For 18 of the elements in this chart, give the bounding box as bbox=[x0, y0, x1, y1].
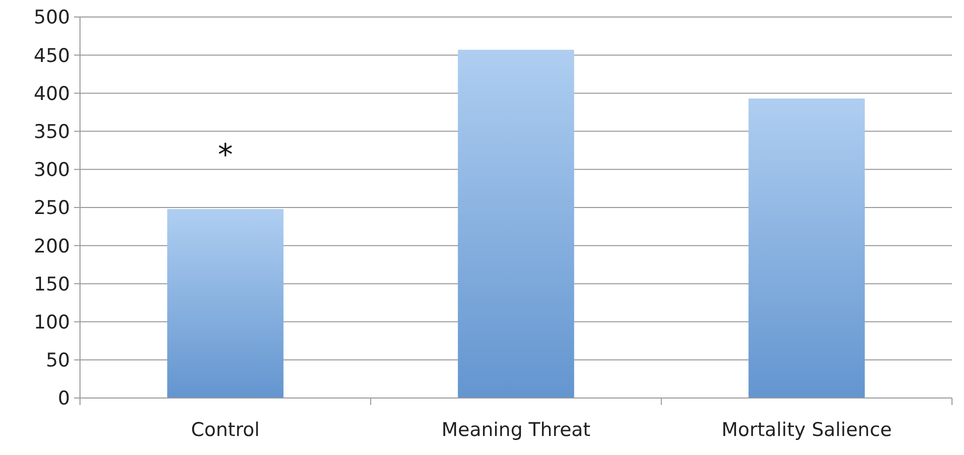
y-tick-label: 250 bbox=[34, 197, 70, 220]
y-tick-label: 500 bbox=[34, 6, 70, 29]
y-tick-label: 450 bbox=[34, 44, 70, 67]
annotation: * bbox=[218, 138, 233, 174]
y-tick-label: 350 bbox=[34, 120, 70, 143]
y-tick-label: 150 bbox=[34, 273, 70, 296]
y-tick-label: 400 bbox=[34, 82, 70, 105]
y-tick-label: 0 bbox=[58, 388, 70, 410]
y-tick-label: 50 bbox=[46, 350, 70, 372]
x-tick-label: Meaning Threat bbox=[441, 419, 591, 441]
y-tick-label: 300 bbox=[34, 159, 70, 182]
bar bbox=[167, 209, 284, 398]
bar bbox=[458, 50, 574, 398]
x-tick-label: Control bbox=[190, 419, 260, 441]
y-tick-label: 100 bbox=[34, 311, 70, 334]
bar bbox=[748, 98, 865, 398]
y-tick-label: 200 bbox=[34, 235, 70, 258]
x-tick-label: Mortality Salience bbox=[721, 419, 892, 441]
